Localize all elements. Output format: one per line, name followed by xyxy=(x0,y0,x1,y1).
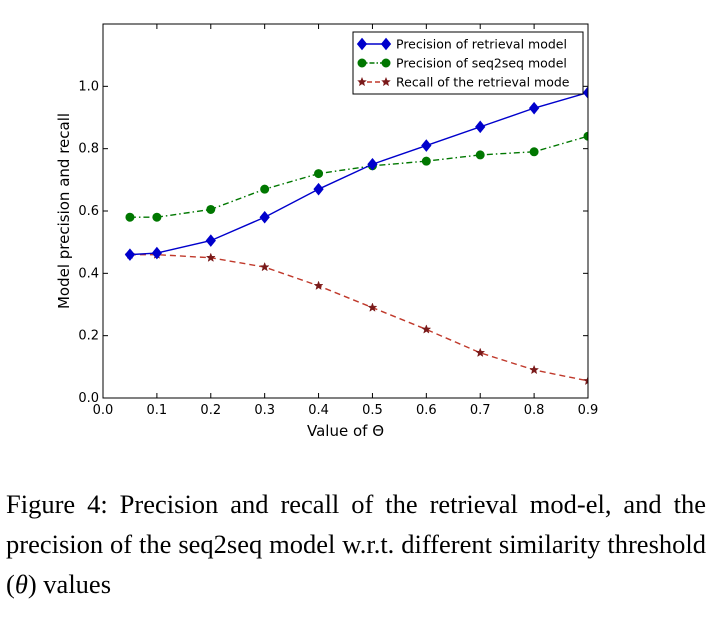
x-tick-label: 0.1 xyxy=(147,403,168,418)
data-point xyxy=(152,212,162,222)
legend-marker xyxy=(356,37,368,51)
data-point xyxy=(475,347,486,358)
x-tick-label: 0.3 xyxy=(254,403,275,418)
y-tick-label: 0.6 xyxy=(78,204,99,219)
legend: Precision of retrieval model Precision of… xyxy=(352,31,584,95)
legend-marker xyxy=(381,76,391,87)
y-tick-label: 0.2 xyxy=(78,329,99,344)
data-point xyxy=(421,324,432,334)
data-point xyxy=(314,169,324,179)
plot-area xyxy=(124,86,588,386)
data-point xyxy=(206,204,216,214)
data-point xyxy=(582,86,588,99)
legend-marker xyxy=(380,37,392,51)
y-tick-label: 0.4 xyxy=(78,266,99,281)
data-point xyxy=(367,302,378,312)
series-3 xyxy=(124,249,588,386)
legend-entry: Precision of retrieval model xyxy=(396,37,567,52)
series-1 xyxy=(124,86,588,261)
series-line xyxy=(129,253,588,382)
y-tick-label: 0.0 xyxy=(78,391,99,406)
figure-caption: Figure 4: Precision and recall of the re… xyxy=(6,484,706,604)
data-point xyxy=(125,212,135,222)
data-point xyxy=(475,150,485,160)
legend-marker xyxy=(357,76,367,87)
data-point xyxy=(313,280,324,291)
data-point xyxy=(367,157,378,171)
axes: 0.0 0.1 0.2 0.3 0.4 0.5 0.6 0.7 0.8 0.9 0.0 0.2 0.4 0… xyxy=(78,23,599,418)
data-point xyxy=(259,210,270,224)
y-tick-label: 0.8 xyxy=(78,142,99,157)
data-point xyxy=(259,261,270,272)
series-2 xyxy=(125,131,588,222)
data-point xyxy=(205,234,216,247)
data-point xyxy=(151,246,163,260)
caption-text: Figure 4: Precision and recall of the re… xyxy=(6,489,706,599)
data-point xyxy=(205,252,216,262)
data-point xyxy=(583,131,588,141)
legend-marker xyxy=(357,58,367,68)
data-point xyxy=(260,184,270,194)
y-axis-label: Model precision and recall xyxy=(55,113,73,309)
legend-marker xyxy=(381,58,391,68)
data-point xyxy=(124,248,136,261)
data-point xyxy=(528,101,540,115)
data-point xyxy=(421,139,432,152)
x-tick-label: 0.5 xyxy=(362,403,383,418)
x-tick-label: 0.2 xyxy=(200,403,221,418)
x-tick-label: 0.8 xyxy=(524,403,545,418)
y-tick-label: 1.0 xyxy=(78,79,99,94)
legend-box xyxy=(352,31,584,95)
line-chart: 0.0 0.1 0.2 0.3 0.4 0.5 0.6 0.7 0.8 0.9 0.0 0.2 0.4 0… xyxy=(55,23,599,440)
x-tick-label: 0.0 xyxy=(93,403,114,418)
series-line xyxy=(129,135,588,218)
series-line xyxy=(129,91,588,256)
data-point xyxy=(421,156,431,166)
data-point xyxy=(529,364,540,375)
x-tick-label: 0.9 xyxy=(578,403,599,418)
legend-entry: Precision of seq2seq model xyxy=(396,56,567,71)
x-axis-label: Value of Θ xyxy=(307,422,384,440)
x-tick-label: 0.7 xyxy=(470,403,491,418)
caption-text-end: ) values xyxy=(27,569,112,599)
data-point xyxy=(583,375,588,386)
data-point xyxy=(475,120,486,134)
x-tick-label: 0.4 xyxy=(308,403,329,418)
x-tick-label: 0.6 xyxy=(416,403,437,418)
legend-entry: Recall of the retrieval mode xyxy=(396,75,570,90)
caption-theta-symbol: θ xyxy=(14,569,28,599)
data-point xyxy=(313,182,324,196)
data-point xyxy=(529,147,539,157)
